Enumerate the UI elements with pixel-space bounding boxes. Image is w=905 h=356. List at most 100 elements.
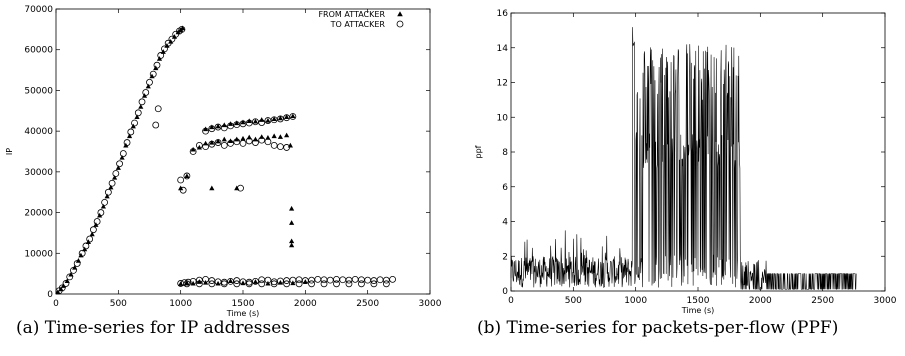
chart-a-x-tick-label: 3000 [419,299,442,309]
data-point-from-attacker [171,34,178,39]
data-point-from-attacker [100,203,106,209]
data-point-from-attacker [55,289,61,295]
data-point-from-attacker [184,280,190,286]
data-point-to-attacker [220,141,228,149]
data-point-to-attacker [183,172,191,180]
data-point-to-attacker [237,184,244,192]
data-point-to-attacker [358,280,365,288]
data-point-from-attacker [240,135,246,141]
data-point-from-attacker [58,286,64,292]
data-point-to-attacker [326,276,334,284]
chart-a-y-tick-label: 30000 [24,168,53,178]
chart-ip-timeseries: 0 500 1000 1500 2000 2500 30000100002000030000… [5,5,442,318]
chart-b-y-tick-label: 10 [497,113,509,123]
data-point-from-attacker [64,278,70,284]
chart-b-y-tick-label: 0 [502,287,508,297]
data-point-from-attacker [196,279,202,284]
data-point-from-attacker [234,120,240,126]
data-point-to-attacker [138,98,146,106]
chart-b-y-tick-label: 2 [502,252,508,262]
data-point-to-attacker [258,280,266,288]
data-point-from-attacker [215,138,221,144]
data-point-from-attacker [289,242,295,248]
data-point-to-attacker [127,128,135,136]
data-point-from-attacker [156,56,163,61]
data-point-to-attacker [112,170,120,177]
data-point-from-attacker [227,121,234,126]
data-point-from-attacker [246,118,252,124]
data-point-to-attacker [142,89,150,96]
chart-b-x-tick-label: 1500 [687,296,710,306]
data-point-from-attacker [160,49,166,54]
chart-a-y-tick-label: 60000 [24,46,53,56]
data-point-from-attacker [252,279,259,284]
data-point-from-attacker [145,83,151,89]
data-point-from-attacker [290,280,296,286]
chart-b-x-tick-label: 500 [565,296,582,306]
legend-marker-from-attacker [397,11,403,17]
data-point-from-attacker [252,136,259,142]
chart-a-y-tick-label: 0 [47,290,53,300]
data-point-from-attacker [141,93,148,98]
data-point-from-attacker [196,144,202,150]
data-point-to-attacker [208,277,216,284]
data-point-to-attacker [283,280,291,288]
chart-b-x-tick-label: 2000 [749,296,772,306]
data-point-from-attacker [240,119,246,125]
data-point-to-attacker [233,277,241,284]
data-point-from-attacker [190,280,196,286]
data-point-from-attacker [75,258,82,263]
chart-b-y-tick-label: 16 [497,9,509,19]
data-point-from-attacker [221,122,227,128]
data-point-from-attacker [271,133,277,139]
data-point-from-attacker [138,104,144,109]
chart-ppf-timeseries: 0 500 1000 1500 2000 2500 3000 0 2 4 6 8 10 12 14 16 Tim… [474,9,897,315]
chart-a-y-tick-label: 70000 [24,5,53,15]
data-point-to-attacker [320,280,328,288]
data-point-from-attacker [168,38,174,44]
data-point-to-attacker [90,226,97,234]
data-point-to-attacker [308,280,315,288]
data-point-to-attacker [108,179,116,187]
data-point-from-attacker [284,114,290,119]
chart-a-x-tick-label: 2500 [356,299,379,309]
data-point-from-attacker [85,239,92,244]
data-point-from-attacker [115,165,121,170]
chart-a-y-axis-label: IP [5,148,14,155]
data-point-from-attacker [215,123,221,129]
chart-b-y-tick-label: 12 [497,79,508,89]
data-point-from-attacker [234,136,240,142]
data-point-to-attacker [119,150,127,157]
chart-a-y-tick-label: 20000 [24,209,53,219]
chart-a-y-tick-label: 10000 [24,249,53,259]
data-point-from-attacker [153,65,159,71]
data-point-to-attacker [370,280,378,288]
chart-a-x-tick-label: 2000 [294,299,317,309]
data-point-to-attacker [101,198,109,206]
legend-label-from-attacker: FROM ATTACKER [318,10,385,19]
data-point-from-attacker [277,115,283,121]
chart-a-x-axis-label: Time (s) [226,309,260,318]
data-point-from-attacker [259,134,265,139]
data-point-from-attacker [203,126,209,132]
data-point-from-attacker [78,252,84,258]
data-point-from-attacker [287,142,293,148]
data-point-to-attacker [339,276,347,284]
data-point-to-attacker [333,280,340,288]
data-point-from-attacker [123,142,129,148]
chart-b-x-tick-label: 0 [508,296,514,306]
data-point-from-attacker [190,146,196,152]
data-point-from-attacker [82,246,88,252]
data-point-to-attacker [270,280,278,288]
data-point-from-attacker [104,193,110,199]
chart-b-y-axis-label: ppf [474,145,483,158]
data-point-to-attacker [252,277,259,285]
data-point-from-attacker [119,155,125,160]
data-point-from-attacker [221,136,227,142]
chart-a-plot-frame [55,8,431,295]
data-point-from-attacker [215,280,221,286]
data-point-to-attacker [93,218,101,225]
data-point-to-attacker [184,278,192,286]
data-point-to-attacker [389,275,397,283]
